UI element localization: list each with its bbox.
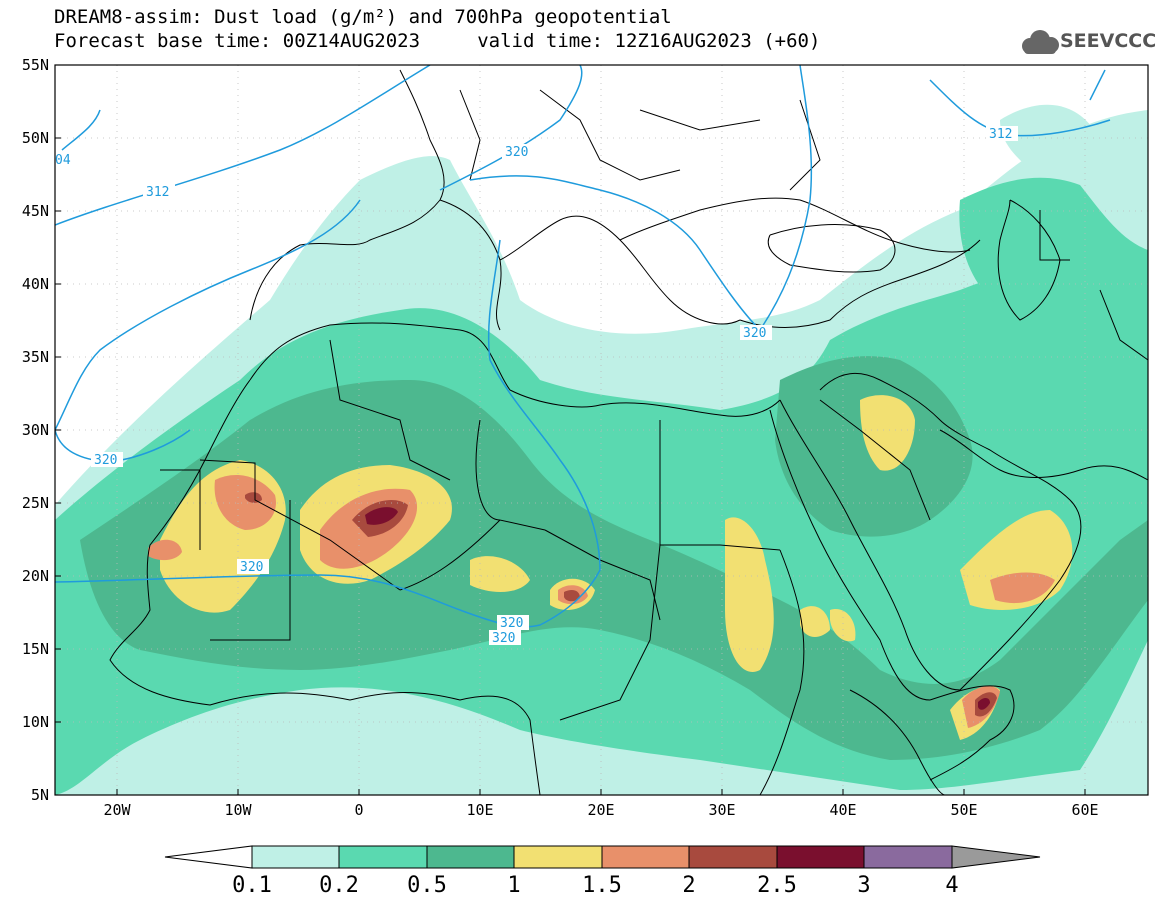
map-title-line-1: DREAM8-assim: Dust load (g/m²) and 700hP… (54, 6, 672, 28)
logo (1022, 30, 1059, 54)
contour-label-320-chad-a: 320 (500, 616, 523, 631)
x-axis-labels: 20W 10W 0 10E 20E 30E 40E 50E 60E (103, 801, 1098, 819)
y-tick-label: 15N (22, 640, 49, 658)
axis-ticks (55, 137, 1086, 795)
y-tick-label: 45N (22, 202, 49, 220)
y-tick-label: 50N (22, 129, 49, 147)
contour-label-320-chad-b: 320 (492, 631, 515, 646)
y-tick-label: 5N (31, 786, 49, 804)
x-tick-label: 10E (466, 801, 493, 819)
contour-labels: 04 312 320 320 320 320 320 320 312 (50, 126, 1018, 646)
x-tick-label: 0 (354, 801, 363, 819)
y-tick-label: 55N (22, 56, 49, 74)
x-tick-label: 40E (829, 801, 856, 819)
logo-text: SEEVCCC (1060, 30, 1157, 52)
y-tick-label: 25N (22, 494, 49, 512)
x-tick-label: 10W (224, 801, 252, 819)
x-tick-label: 30E (708, 801, 735, 819)
y-tick-label: 20N (22, 567, 49, 585)
x-tick-label: 20E (587, 801, 614, 819)
contour-label-312-east: 312 (989, 127, 1012, 142)
contour-label-312-west: 312 (146, 185, 169, 200)
contour-label-320-europe: 320 (505, 145, 528, 160)
dust-shading (55, 104, 1148, 795)
contour-label-320-sahara: 320 (240, 560, 263, 575)
contour-label-320-atlantic: 320 (94, 453, 117, 468)
coastlines-and-borders (109, 69, 1148, 795)
x-tick-label: 20W (103, 801, 131, 819)
x-tick-label: 50E (950, 801, 977, 819)
y-axis-labels: 55N 50N 45N 40N 35N 30N 25N 20N 15N 10N … (22, 56, 49, 804)
y-tick-label: 40N (22, 275, 49, 293)
cloud-icon (1022, 30, 1059, 54)
contour-label-320-east: 320 (743, 326, 766, 341)
y-tick-label: 10N (22, 713, 49, 731)
x-tick-label: 60E (1071, 801, 1098, 819)
map-title-line-2: Forecast base time: 00Z14AUG2023 valid t… (54, 30, 821, 52)
y-tick-label: 35N (22, 348, 49, 366)
y-tick-label: 30N (22, 421, 49, 439)
geopotential-contours (55, 65, 1111, 628)
contour-label-304: 04 (55, 153, 71, 168)
map-gridlines (55, 65, 1148, 795)
